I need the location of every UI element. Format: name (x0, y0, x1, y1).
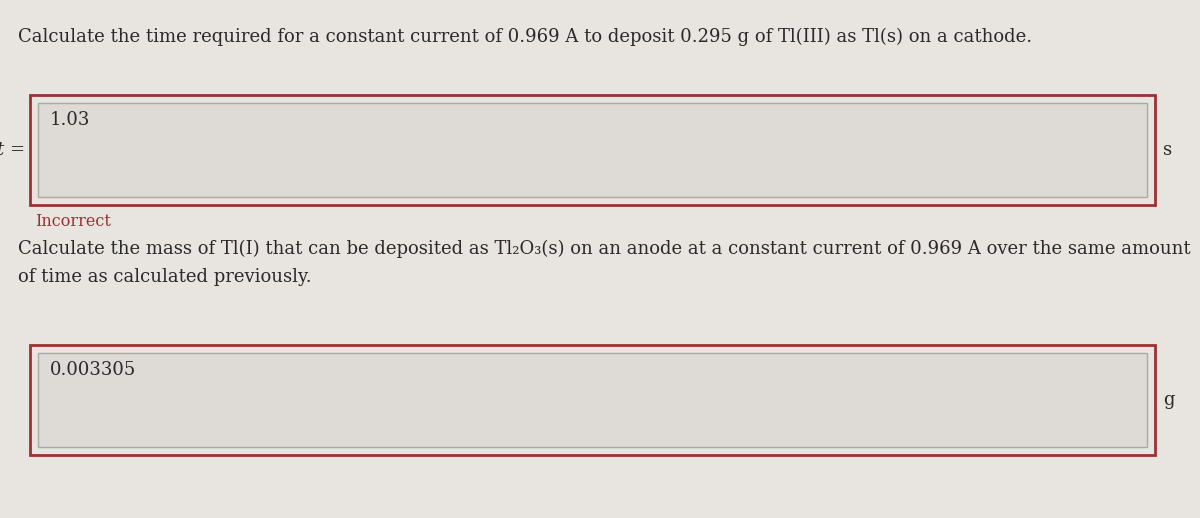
Text: 0.003305: 0.003305 (50, 361, 137, 379)
FancyBboxPatch shape (30, 345, 1154, 455)
FancyBboxPatch shape (38, 103, 1147, 197)
Text: t =: t = (0, 141, 25, 159)
Text: of time as calculated previously.: of time as calculated previously. (18, 268, 312, 286)
Text: Incorrect: Incorrect (35, 213, 110, 230)
Text: Calculate the mass of Tl(I) that can be deposited as Tl₂O₃(s) on an anode at a c: Calculate the mass of Tl(I) that can be … (18, 240, 1190, 258)
Text: g: g (1163, 391, 1175, 409)
Text: Calculate the time required for a constant current of 0.969 A to deposit 0.295 g: Calculate the time required for a consta… (18, 28, 1032, 46)
FancyBboxPatch shape (38, 353, 1147, 447)
Text: s: s (1163, 141, 1172, 159)
FancyBboxPatch shape (30, 95, 1154, 205)
Text: 1.03: 1.03 (50, 111, 90, 129)
